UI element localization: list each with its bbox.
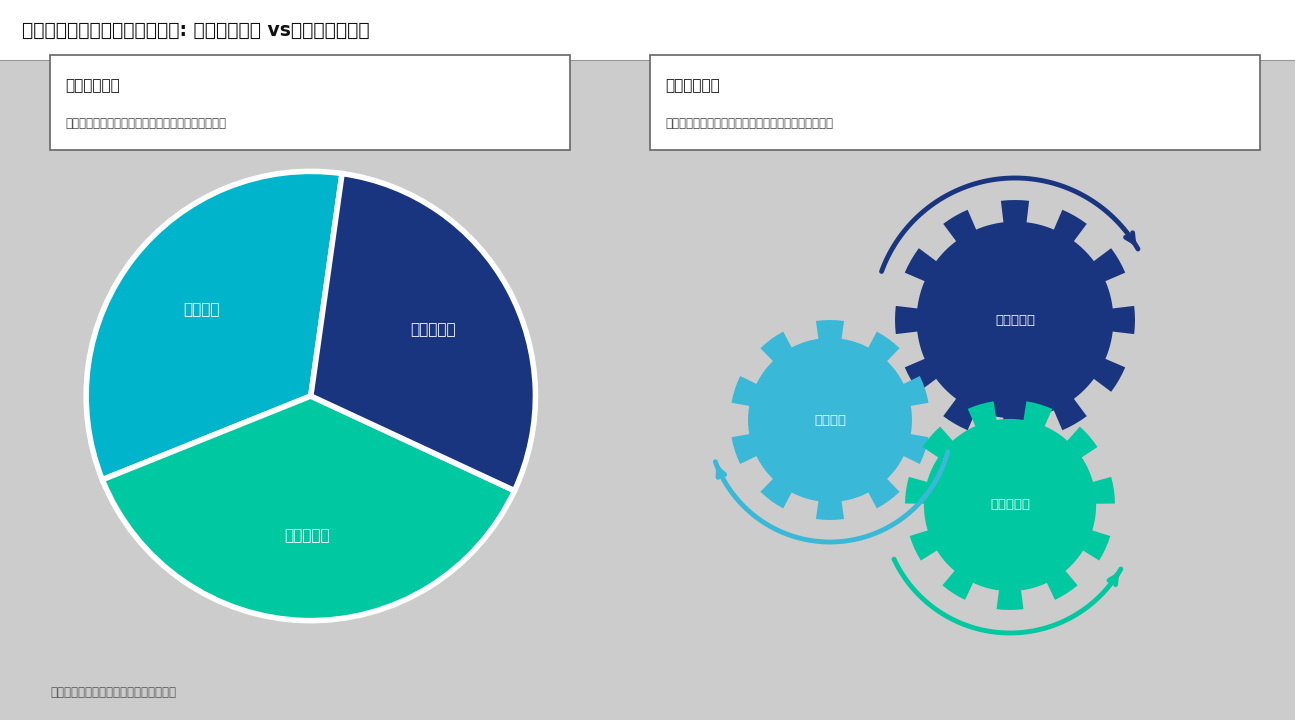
Text: 出所：インベスコ、例示的目的に限る。: 出所：インベスコ、例示的目的に限る。 bbox=[51, 685, 176, 698]
Text: バリュー: バリュー bbox=[815, 413, 846, 426]
Text: トップダウン: トップダウン bbox=[65, 78, 119, 93]
Text: シングルファクターのポートフォリオを組み合わせ: シングルファクターのポートフォリオを組み合わせ bbox=[65, 117, 227, 130]
Text: ボトムアップ: ボトムアップ bbox=[666, 78, 720, 93]
Wedge shape bbox=[102, 396, 514, 621]
Text: モメンタム: モメンタム bbox=[995, 313, 1035, 326]
Polygon shape bbox=[905, 401, 1115, 610]
Wedge shape bbox=[87, 171, 342, 480]
Text: バリュー: バリュー bbox=[183, 302, 219, 318]
Polygon shape bbox=[895, 200, 1134, 440]
Wedge shape bbox=[311, 174, 535, 490]
Bar bbox=[650, 55, 1260, 150]
Text: クオリティ: クオリティ bbox=[285, 528, 330, 543]
Text: モメンタム: モメンタム bbox=[411, 322, 456, 337]
Polygon shape bbox=[732, 320, 929, 520]
Text: クオリティ: クオリティ bbox=[989, 498, 1030, 511]
Text: 図９：ファクターの組み合わせ: トップダウン vs　ボトムアップ: 図９：ファクターの組み合わせ: トップダウン vs ボトムアップ bbox=[22, 20, 369, 40]
Bar bbox=[51, 55, 570, 150]
Bar bbox=[0, 0, 1295, 60]
Text: 個別銘柄レベルでファクターのシグナルを組み合わせ: 個別銘柄レベルでファクターのシグナルを組み合わせ bbox=[666, 117, 833, 130]
